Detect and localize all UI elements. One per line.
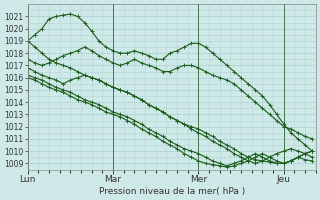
X-axis label: Pression niveau de la mer( hPa ): Pression niveau de la mer( hPa ) <box>99 187 245 196</box>
